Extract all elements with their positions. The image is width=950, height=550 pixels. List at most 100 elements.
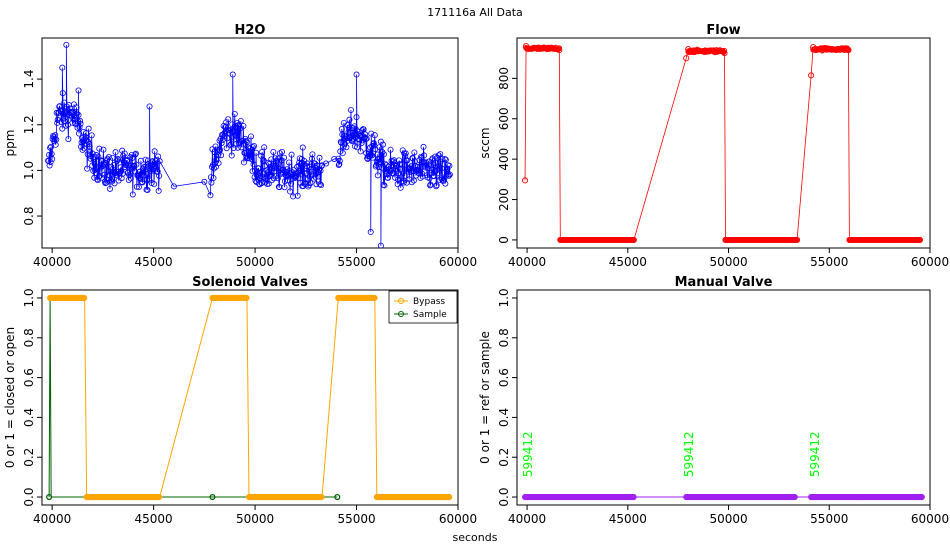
flow-point: [530, 45, 537, 52]
h2o-point: [133, 183, 140, 190]
flow-point: [721, 50, 728, 57]
flow-point: [683, 55, 690, 62]
y-tick-label: 0.8: [497, 328, 511, 347]
y-axis-label: sccm: [478, 127, 492, 158]
h2o-point: [345, 124, 352, 131]
panel-valves: Solenoid Valves 0 or 1 = closed or open 40…: [3, 275, 477, 526]
h2o-point: [446, 162, 453, 169]
h2o-point: [435, 152, 442, 159]
plot-area: [522, 493, 925, 501]
y-tick-label: 0.0: [22, 487, 36, 506]
y-tick-label: 800: [497, 67, 511, 90]
h2o-point: [408, 163, 415, 170]
h2o-point: [425, 165, 432, 172]
h2o-point: [278, 148, 285, 155]
plot-frame: [41, 37, 459, 249]
h2o-point: [392, 165, 399, 172]
h2o-point: [69, 119, 76, 126]
h2o-point: [305, 182, 312, 189]
h2o-point: [444, 165, 451, 172]
h2o-point: [83, 130, 90, 137]
h2o-point: [369, 154, 376, 161]
panel-flow: Flow sccm 40000 45000 50000 55000 60000 0 200 400…: [478, 23, 949, 269]
h2o-point: [232, 131, 239, 138]
h2o-point: [314, 162, 321, 169]
plot-area: [522, 43, 923, 243]
bypass-point: [156, 493, 163, 501]
h2o-point: [317, 167, 324, 174]
h2o-point: [336, 161, 343, 168]
h2o-point: [381, 182, 388, 189]
h2o-point: [110, 162, 117, 169]
h2o-point: [227, 142, 234, 149]
h2o-point: [78, 143, 85, 150]
h2o-point: [436, 165, 443, 172]
plot-frame: [516, 37, 931, 249]
h2o-point: [286, 159, 293, 166]
h2o-point: [142, 156, 149, 163]
x-tick-label: 60000: [911, 255, 949, 269]
h2o-point: [93, 152, 100, 159]
h2o-point: [242, 137, 249, 144]
h2o-point: [248, 133, 255, 140]
y-tick-label: 600: [497, 107, 511, 130]
h2o-point: [377, 138, 384, 145]
x-tick-label: 55000: [810, 512, 848, 526]
h2o-point: [383, 162, 390, 169]
h2o-point: [129, 191, 136, 198]
h2o-point: [287, 188, 294, 195]
h2o-point: [415, 167, 422, 174]
h2o-point: [135, 184, 142, 191]
h2o-point: [410, 177, 417, 184]
h2o-point: [201, 178, 208, 185]
h2o-point: [371, 142, 378, 149]
h2o-point: [260, 157, 267, 164]
h2o-point: [92, 169, 99, 176]
h2o-point: [300, 161, 307, 168]
h2o-point: [381, 160, 388, 167]
h2o-point: [51, 138, 58, 145]
h2o-point: [411, 149, 418, 156]
h2o-point: [274, 164, 281, 171]
legend-entry-bypass: Bypass: [413, 297, 445, 307]
h2o-point: [239, 137, 246, 144]
h2o-point: [407, 168, 414, 175]
panel-h2o: H2O ppm 40000 45000 50000 55000 60000 0.8 1.0 1.2…: [3, 23, 477, 269]
flow-point: [916, 236, 923, 243]
h2o-point: [293, 173, 300, 180]
h2o-point: [129, 154, 136, 161]
h2o-point: [84, 165, 91, 172]
legend: Bypass Sample: [388, 290, 458, 324]
h2o-point: [218, 140, 225, 147]
flow-point: [810, 44, 817, 51]
h2o-point: [82, 140, 89, 147]
flow-point: [846, 236, 853, 243]
h2o-point: [210, 174, 217, 181]
h2o-point: [221, 133, 228, 140]
h2o-point: [290, 193, 297, 200]
h2o-point: [345, 128, 352, 135]
h2o-point: [294, 192, 301, 199]
h2o-point: [225, 116, 232, 123]
x-tick-label: 55000: [810, 255, 848, 269]
h2o-point: [249, 168, 256, 175]
plot-area: [46, 294, 453, 501]
h2o-point: [58, 118, 65, 125]
h2o-point: [374, 172, 381, 179]
h2o-point: [91, 166, 98, 173]
h2o-point: [401, 172, 408, 179]
sample-point: [334, 493, 341, 501]
h2o-series-line: [47, 44, 451, 246]
h2o-point: [209, 161, 216, 168]
h2o-point: [442, 156, 449, 163]
h2o-point: [379, 141, 386, 148]
serial-annotation: 599412: [808, 431, 822, 477]
h2o-point: [378, 164, 385, 171]
y-tick-label: 0.8: [22, 206, 36, 225]
flow-point: [556, 47, 563, 54]
y-tick-label: 0.4: [22, 408, 36, 427]
y-tick-label: 0.2: [22, 448, 36, 467]
legend-box: [388, 290, 458, 324]
h2o-point: [260, 157, 267, 164]
